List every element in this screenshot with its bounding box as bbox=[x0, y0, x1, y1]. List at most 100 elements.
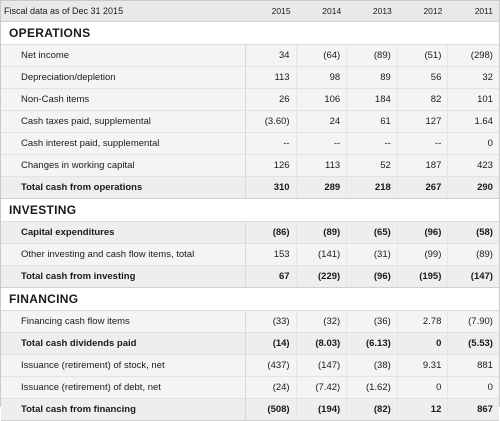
value-cell: 127 bbox=[397, 111, 449, 132]
value-cell: (38) bbox=[347, 355, 398, 376]
year-header-2013: 2013 bbox=[372, 6, 392, 16]
value-cell: (33) bbox=[246, 311, 297, 332]
value-cell: (437) bbox=[246, 355, 297, 376]
row-label: Total cash from operations bbox=[1, 177, 246, 198]
value-cell: 867 bbox=[448, 399, 499, 420]
value-cell: (195) bbox=[397, 266, 449, 287]
value-cell: 126 bbox=[246, 155, 297, 176]
table-row: Net income 34 (64) (89) (51) (298) bbox=[1, 45, 499, 67]
row-label: Depreciation/depletion bbox=[1, 67, 246, 88]
row-label: Total cash from investing bbox=[1, 266, 246, 287]
value-cell: (229) bbox=[296, 266, 348, 287]
value-cell: 184 bbox=[347, 89, 398, 110]
table-row: Non-Cash items 26 106 184 82 101 bbox=[1, 89, 499, 111]
table-row: Other investing and cash flow items, tot… bbox=[1, 244, 499, 266]
value-cell: 0 bbox=[397, 333, 449, 354]
value-cell: (31) bbox=[347, 244, 398, 265]
value-cell: 2.78 bbox=[397, 311, 449, 332]
value-cell: (5.53) bbox=[448, 333, 499, 354]
table-row: Total cash dividends paid (14) (8.03) (6.13… bbox=[1, 333, 499, 355]
value-cell: (141) bbox=[296, 244, 348, 265]
year-header-2015: 2015 bbox=[271, 6, 291, 16]
value-cell: (8.03) bbox=[296, 333, 348, 354]
value-cell: (7.90) bbox=[448, 311, 499, 332]
fiscal-date-label: Fiscal data as of Dec 31 2015 bbox=[4, 6, 124, 16]
row-label: Other investing and cash flow items, tot… bbox=[1, 244, 246, 265]
table-row: Depreciation/depletion 113 98 89 56 32 bbox=[1, 67, 499, 89]
row-label: Capital expenditures bbox=[1, 222, 246, 243]
section-heading: OPERATIONS bbox=[1, 22, 499, 45]
value-cell: (3.60) bbox=[246, 111, 297, 132]
value-cell: (24) bbox=[246, 377, 297, 398]
value-cell: (1.62) bbox=[347, 377, 398, 398]
value-cell: 9.31 bbox=[397, 355, 449, 376]
value-cell: 56 bbox=[397, 67, 449, 88]
row-label: Cash interest paid, supplemental bbox=[1, 133, 246, 154]
value-cell: 98 bbox=[296, 67, 348, 88]
row-label: Non-Cash items bbox=[1, 89, 246, 110]
value-cell: (82) bbox=[347, 399, 398, 420]
value-cell: (51) bbox=[397, 45, 449, 66]
table-row: Changes in working capital 126 113 52 187 423 bbox=[1, 155, 499, 177]
row-label: Total cash dividends paid bbox=[1, 333, 246, 354]
value-cell: (64) bbox=[296, 45, 348, 66]
value-cell: -- bbox=[397, 133, 449, 154]
table-row: Cash interest paid, supplemental -- -- -- --… bbox=[1, 133, 499, 155]
table-row: Issuance (retirement) of debt, net (24) (7… bbox=[1, 377, 499, 399]
row-label: Financing cash flow items bbox=[1, 311, 246, 332]
value-cell: (89) bbox=[448, 244, 499, 265]
value-cell: (147) bbox=[296, 355, 348, 376]
value-cell: (194) bbox=[296, 399, 348, 420]
value-cell: 67 bbox=[246, 266, 297, 287]
row-label: Net income bbox=[1, 45, 246, 66]
value-cell: 1.64 bbox=[448, 111, 499, 132]
year-header-2012: 2012 bbox=[423, 6, 443, 16]
value-cell: (298) bbox=[448, 45, 499, 66]
table-row: Financing cash flow items (33) (32) (36) 2.7… bbox=[1, 311, 499, 333]
value-cell: 289 bbox=[296, 177, 348, 198]
value-cell: 423 bbox=[448, 155, 499, 176]
row-label: Changes in working capital bbox=[1, 155, 246, 176]
value-cell: 12 bbox=[397, 399, 449, 420]
value-cell: (96) bbox=[347, 266, 398, 287]
value-cell: 26 bbox=[246, 89, 297, 110]
year-header-2011: 2011 bbox=[474, 6, 493, 16]
value-cell: 113 bbox=[296, 155, 348, 176]
row-label: Total cash from financing bbox=[1, 399, 246, 420]
value-cell: (7.42) bbox=[296, 377, 348, 398]
value-cell: (96) bbox=[397, 222, 449, 243]
value-cell: (14) bbox=[246, 333, 297, 354]
section-heading: FINANCING bbox=[1, 288, 499, 311]
value-cell: 218 bbox=[347, 177, 398, 198]
table-body: OPERATIONS Net income 34 (64) (89) (51) (298) D… bbox=[1, 22, 499, 421]
value-cell: 32 bbox=[448, 67, 499, 88]
table-row: Total cash from financing (508) (194) (82) 1… bbox=[1, 399, 499, 421]
row-label: Issuance (retirement) of debt, net bbox=[1, 377, 246, 398]
value-cell: -- bbox=[246, 133, 297, 154]
row-label: Cash taxes paid, supplemental bbox=[1, 111, 246, 132]
value-cell: 290 bbox=[448, 177, 499, 198]
value-cell: 113 bbox=[246, 67, 297, 88]
value-cell: 24 bbox=[296, 111, 348, 132]
value-cell: 0 bbox=[448, 377, 499, 398]
value-cell: 61 bbox=[347, 111, 398, 132]
value-cell: 89 bbox=[347, 67, 398, 88]
value-cell: (58) bbox=[448, 222, 499, 243]
value-cell: 310 bbox=[246, 177, 297, 198]
value-cell: 267 bbox=[397, 177, 449, 198]
value-cell: (99) bbox=[397, 244, 449, 265]
value-cell: 0 bbox=[448, 133, 499, 154]
value-cell: (86) bbox=[246, 222, 297, 243]
value-cell: -- bbox=[296, 133, 348, 154]
value-cell: 101 bbox=[448, 89, 499, 110]
value-cell: 52 bbox=[347, 155, 398, 176]
value-cell: 153 bbox=[246, 244, 297, 265]
table-row: Issuance (retirement) of stock, net (437)… bbox=[1, 355, 499, 377]
value-cell: (89) bbox=[296, 222, 348, 243]
value-cell: (6.13) bbox=[347, 333, 398, 354]
table-row: Total cash from investing 67 (229) (96) (195… bbox=[1, 266, 499, 288]
table-row: Cash taxes paid, supplemental (3.60) 24 61 1… bbox=[1, 111, 499, 133]
table-row: Capital expenditures (86) (89) (65) (96) (58) bbox=[1, 222, 499, 244]
value-cell: (508) bbox=[246, 399, 297, 420]
